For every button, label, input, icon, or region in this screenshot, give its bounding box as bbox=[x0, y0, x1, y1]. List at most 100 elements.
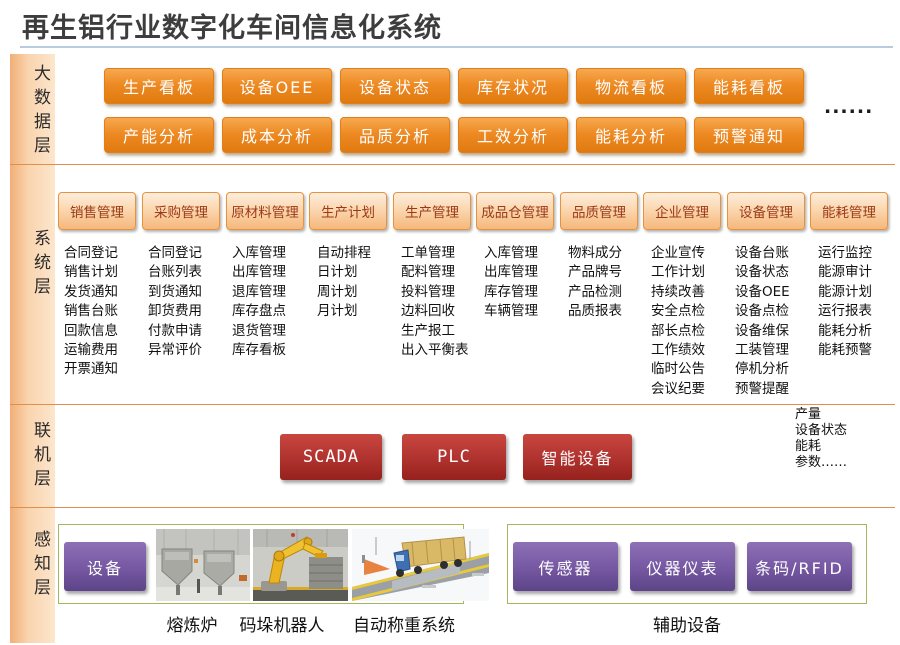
bigdata-button-alert-notice[interactable]: 预警通知 bbox=[694, 117, 804, 153]
system-header-production-plan[interactable]: 生产计划 bbox=[309, 192, 387, 230]
layer-sidebar bbox=[10, 54, 55, 643]
system-item: 设备维保 bbox=[735, 322, 789, 339]
caption-auto-weighing: 自动称重系统 bbox=[353, 616, 455, 636]
bigdata-button-energy-analysis[interactable]: 能耗分析 bbox=[576, 117, 686, 153]
system-list-energy: 运行监控 能源审计 能源计划 运行报表 能耗分析 能耗预警 bbox=[818, 244, 900, 360]
system-item: 合同登记 bbox=[64, 245, 118, 261]
system-item: 品质报表 bbox=[568, 303, 622, 320]
system-header-energy[interactable]: 能耗管理 bbox=[810, 192, 888, 230]
system-item: 出入平衡表 bbox=[401, 342, 469, 359]
palletizing-robot-photo bbox=[253, 529, 348, 601]
system-item: 持续改善 bbox=[651, 283, 705, 300]
system-list-production-mgmt: 工单管理 配料管理 投料管理 边料回收 生产报工 出入平衡表 bbox=[401, 244, 493, 360]
system-item: 会议纪要 bbox=[651, 380, 705, 397]
system-item: 周计划 bbox=[317, 283, 358, 300]
system-item: 自动排程 bbox=[317, 245, 371, 261]
system-item: 日计划 bbox=[317, 264, 358, 281]
online-metric: 能耗 bbox=[795, 439, 822, 454]
melting-furnace-illustration bbox=[156, 529, 250, 601]
perception-button-device[interactable]: 设备 bbox=[64, 542, 146, 591]
bigdata-button-energy-board[interactable]: 能耗看板 bbox=[694, 68, 804, 104]
system-item: 出库管理 bbox=[484, 264, 538, 281]
layer-label-perception: 感知层 bbox=[30, 530, 50, 602]
system-item: 库存看板 bbox=[232, 342, 286, 359]
system-item: 能源审计 bbox=[818, 264, 872, 281]
system-item: 付款申请 bbox=[148, 322, 202, 339]
layer-divider bbox=[10, 507, 895, 508]
online-button-scada[interactable]: SCADA bbox=[280, 434, 382, 480]
perception-button-sensor[interactable]: 传感器 bbox=[513, 542, 618, 591]
bigdata-button-equipment-status[interactable]: 设备状态 bbox=[340, 68, 450, 104]
bigdata-button-capacity-analysis[interactable]: 产能分析 bbox=[104, 117, 214, 153]
system-header-purchasing[interactable]: 采购管理 bbox=[142, 192, 220, 230]
system-list-quality: 物料成分 产品牌号 产品检测 品质报表 bbox=[568, 244, 660, 322]
system-header-quality[interactable]: 品质管理 bbox=[560, 192, 638, 230]
system-item: 台账列表 bbox=[148, 264, 202, 281]
system-item: 异常评价 bbox=[148, 342, 202, 359]
layer-label-bigdata: 大数据层 bbox=[30, 64, 50, 160]
system-list-raw-material: 入库管理 出库管理 退库管理 库存盘点 退货管理 库存看板 bbox=[232, 244, 324, 360]
bigdata-button-inventory-status[interactable]: 库存状况 bbox=[458, 68, 568, 104]
system-item: 运行监控 bbox=[818, 245, 872, 261]
system-item: 合同登记 bbox=[148, 245, 202, 261]
system-item: 月计划 bbox=[317, 303, 358, 320]
system-item: 工装管理 bbox=[735, 342, 789, 359]
system-item: 设备点检 bbox=[735, 303, 789, 320]
bigdata-button-logistics-board[interactable]: 物流看板 bbox=[576, 68, 686, 104]
auto-weighing-photo bbox=[352, 529, 489, 601]
online-metric: 参数…… bbox=[795, 455, 848, 470]
system-item: 能源计划 bbox=[818, 283, 872, 300]
system-item: 生产报工 bbox=[401, 322, 455, 339]
system-item: 入库管理 bbox=[484, 245, 538, 261]
palletizing-robot-illustration bbox=[253, 529, 348, 601]
system-item: 设备台账 bbox=[735, 245, 789, 261]
system-item: 运行报表 bbox=[818, 303, 872, 320]
system-item: 停机分析 bbox=[735, 361, 789, 378]
bigdata-button-equipment-oee[interactable]: 设备OEE bbox=[222, 68, 332, 104]
online-button-smart-device[interactable]: 智能设备 bbox=[523, 434, 632, 480]
bigdata-button-production-board[interactable]: 生产看板 bbox=[104, 68, 214, 104]
system-item: 能耗分析 bbox=[818, 322, 872, 339]
caption-melting-furnace: 熔炼炉 bbox=[166, 616, 218, 636]
system-list-enterprise: 企业宣传 工作计划 持续改善 安全点检 部长点检 工作绩效 临时公告 会议纪要 bbox=[651, 244, 743, 399]
title-underline bbox=[20, 46, 893, 48]
system-header-finished-goods[interactable]: 成品仓管理 bbox=[476, 192, 554, 230]
auto-weighing-illustration bbox=[352, 529, 489, 601]
system-item: 入库管理 bbox=[232, 245, 286, 261]
online-metric: 产量 bbox=[795, 407, 822, 422]
perception-button-barcode-rfid[interactable]: 条码/RFID bbox=[747, 542, 852, 591]
system-item: 产品检测 bbox=[568, 283, 622, 300]
system-item: 工作绩效 bbox=[651, 342, 705, 359]
system-item: 安全点检 bbox=[651, 303, 705, 320]
system-header-sales[interactable]: 销售管理 bbox=[58, 192, 136, 230]
system-item: 工单管理 bbox=[401, 245, 455, 261]
system-list-sales: 合同登记 销售计划 发货通知 销售台账 回款信息 运输费用 开票通知 bbox=[64, 244, 156, 380]
system-item: 配料管理 bbox=[401, 264, 455, 281]
system-item: 企业宣传 bbox=[651, 245, 705, 261]
system-header-raw-material[interactable]: 原材料管理 bbox=[226, 192, 304, 230]
bigdata-button-cost-analysis[interactable]: 成本分析 bbox=[222, 117, 332, 153]
layer-label-system: 系统层 bbox=[30, 229, 50, 301]
bigdata-button-efficiency-analysis[interactable]: 工效分析 bbox=[458, 117, 568, 153]
system-item: 到货通知 bbox=[148, 283, 202, 300]
system-header-equipment[interactable]: 设备管理 bbox=[727, 192, 805, 230]
caption-palletizing-robot: 码垛机器人 bbox=[239, 616, 325, 636]
system-list-purchasing: 合同登记台账列表到货通知卸货费用付款申请异常评价 bbox=[148, 244, 240, 360]
system-item: 库存盘点 bbox=[232, 303, 286, 320]
online-metrics-list: 产量 设备状态 能耗 参数…… bbox=[795, 407, 847, 471]
system-list-equipment: 设备台账 设备状态 设备OEE 设备点检 设备维保 工装管理 停机分析 预警提醒 bbox=[735, 244, 827, 399]
system-item: 工作计划 bbox=[651, 264, 705, 281]
bigdata-button-quality-analysis[interactable]: 品质分析 bbox=[340, 117, 450, 153]
system-item: 设备状态 bbox=[735, 264, 789, 281]
system-item: 回款信息 bbox=[64, 322, 118, 339]
layer-divider bbox=[10, 164, 895, 165]
perception-button-instrument[interactable]: 仪器仪表 bbox=[630, 542, 735, 591]
system-item: 产品牌号 bbox=[568, 264, 622, 281]
system-item: 卸货费用 bbox=[148, 303, 202, 320]
system-item: 预警提醒 bbox=[735, 380, 789, 397]
system-item: 边料回收 bbox=[401, 303, 455, 320]
system-item: 退库管理 bbox=[232, 283, 286, 300]
system-header-production-mgmt[interactable]: 生产管理 bbox=[393, 192, 471, 230]
online-button-plc[interactable]: PLC bbox=[402, 434, 506, 480]
system-header-enterprise[interactable]: 企业管理 bbox=[643, 192, 721, 230]
